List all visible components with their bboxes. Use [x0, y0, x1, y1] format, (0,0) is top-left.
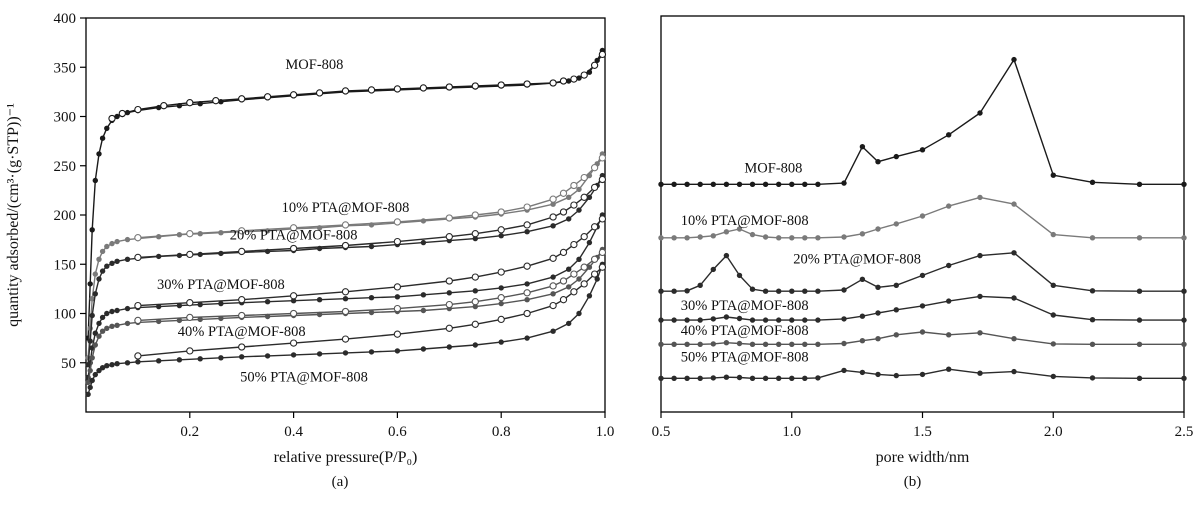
svg-text:2.5: 2.5 [1175, 424, 1194, 440]
svg-text:10% PTA@MOF-808: 10% PTA@MOF-808 [681, 213, 809, 229]
svg-text:0.4: 0.4 [284, 424, 303, 440]
svg-text:40% PTA@MOF-808: 40% PTA@MOF-808 [178, 324, 306, 340]
svg-text:20% PTA@MOF-808: 20% PTA@MOF-808 [230, 228, 358, 244]
svg-text:300: 300 [54, 110, 77, 126]
svg-text:400: 400 [54, 11, 77, 27]
panel-b: 0.5 1.0 1.5 2.0 2.5 pore width/nm MOF-808 10% P… [625, 4, 1200, 491]
svg-text:350: 350 [54, 60, 77, 76]
svg-text:MOF-808: MOF-808 [285, 57, 343, 73]
svg-text:1.0: 1.0 [596, 424, 615, 440]
svg-text:50% PTA@MOF-808: 50% PTA@MOF-808 [240, 370, 368, 386]
svg-text:30% PTA@MOF-808: 30% PTA@MOF-808 [157, 277, 285, 293]
panel-a-caption: (a) [331, 474, 349, 490]
svg-text:50: 50 [61, 356, 76, 372]
panel-b-caption: (b) [903, 474, 922, 490]
svg-text:0.5: 0.5 [652, 424, 671, 440]
svg-text:100: 100 [54, 307, 77, 323]
svg-text:250: 250 [54, 159, 77, 175]
svg-text:40% PTA@MOF-808: 40% PTA@MOF-808 [681, 323, 809, 339]
svg-text:30% PTA@MOF-808: 30% PTA@MOF-808 [681, 298, 809, 314]
svg-text:200: 200 [54, 208, 77, 224]
svg-text:1.0: 1.0 [782, 424, 801, 440]
svg-text:quantity adsorbed/(cm³·(g·STP): quantity adsorbed/(cm³·(g·STP))⁻¹ [5, 103, 22, 327]
chart-b-svg: 0.5 1.0 1.5 2.0 2.5 pore width/nm MOF-808 10% P… [652, 15, 1194, 466]
chart-a-svg: 0.2 0.4 0.6 0.8 1.0 50 100 150 200 250 300 350 400 re… [5, 11, 615, 466]
svg-text:MOF-808: MOF-808 [744, 160, 802, 176]
svg-text:relative pressure(P/P₀): relative pressure(P/P₀) [274, 449, 418, 466]
svg-text:1.5: 1.5 [913, 424, 932, 440]
svg-text:2.0: 2.0 [1044, 424, 1063, 440]
svg-text:0.6: 0.6 [388, 424, 407, 440]
svg-text:0.2: 0.2 [180, 424, 199, 440]
svg-text:pore width/nm: pore width/nm [876, 449, 970, 466]
svg-text:50% PTA@MOF-808: 50% PTA@MOF-808 [681, 349, 809, 365]
svg-text:150: 150 [54, 257, 77, 273]
svg-text:0.8: 0.8 [492, 424, 511, 440]
svg-text:20% PTA@MOF-808: 20% PTA@MOF-808 [793, 252, 921, 268]
svg-text:10% PTA@MOF-808: 10% PTA@MOF-808 [282, 200, 410, 216]
panel-a: 0.2 0.4 0.6 0.8 1.0 50 100 150 200 250 300 350 400 re… [0, 4, 625, 491]
